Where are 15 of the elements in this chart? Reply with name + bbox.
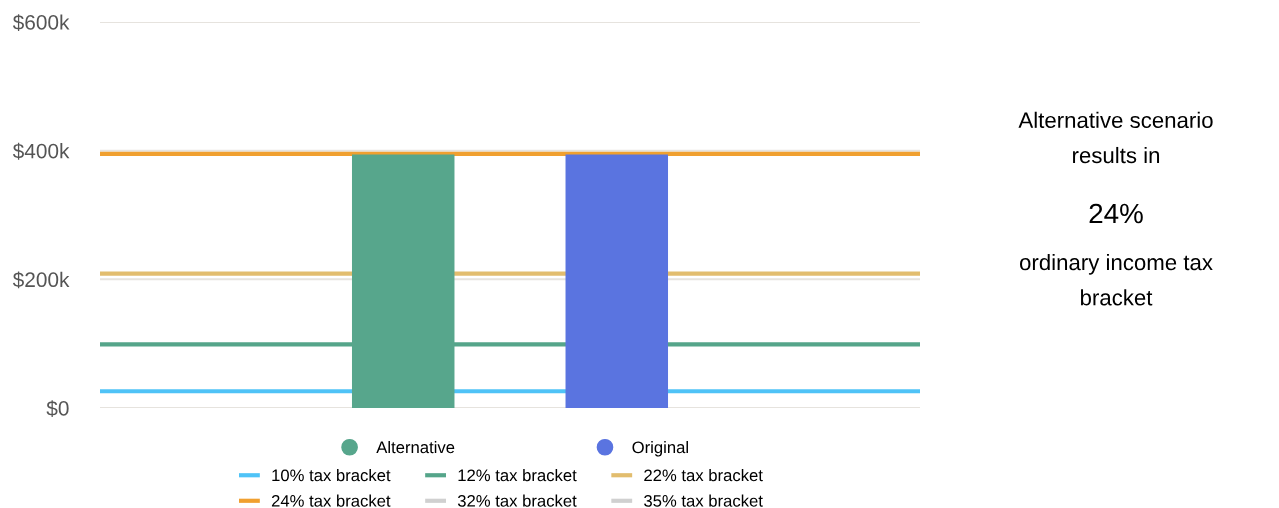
text: Alternative scenario results in bbox=[1018, 111, 1213, 164]
y-tick-label: $400k bbox=[12, 142, 70, 160]
legend-label: 22% tax bracket bbox=[644, 469, 763, 482]
legend-label: 10% tax bracket bbox=[272, 469, 391, 482]
legend-label: Alternative bbox=[376, 441, 455, 454]
y-tick-label: $0 bbox=[46, 400, 69, 417]
y-tick-label: $600k bbox=[12, 14, 70, 31]
legend-label: 12% tax bracket bbox=[458, 469, 577, 482]
text: ordinary income tax bracket bbox=[1019, 253, 1213, 306]
text: 35% tax bracket bbox=[644, 494, 763, 507]
legend-label: 24% tax bracket bbox=[271, 494, 391, 507]
text: 24% bbox=[1089, 203, 1143, 224]
text: 32% tax bracket bbox=[457, 494, 577, 507]
legend-label: Original bbox=[632, 441, 688, 457]
y-tick-label: $200k bbox=[12, 271, 70, 289]
